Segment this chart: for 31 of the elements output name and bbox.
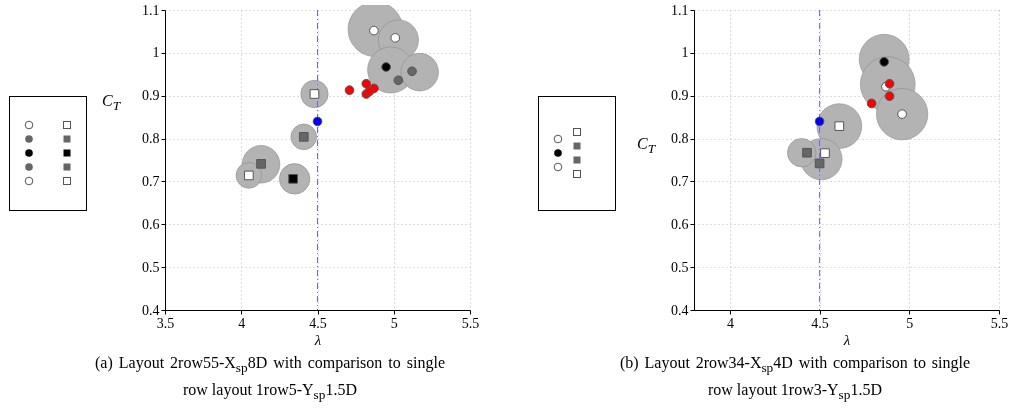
x-tick-label: 4 — [726, 315, 734, 331]
y-tick-label: 0.9 — [671, 88, 689, 104]
text: (a) Layout 2row55-X$_{sp}$8D with comparison to single row layout 1row5-Y$_{sp}$1.5D — [95, 353, 446, 405]
y-tick-label: 0.5 — [671, 259, 689, 275]
y-tick-label: 1 — [152, 45, 160, 61]
y-tick-label: 0.4 — [142, 302, 160, 318]
x-tick-label: 5.5 — [461, 315, 480, 331]
x-tick-label: 5 — [390, 315, 398, 331]
y-axis-title: C$_{T}$ — [102, 92, 121, 115]
y-tick-label: 0.5 — [142, 259, 160, 275]
y-tick-label: 0.8 — [671, 131, 689, 147]
y-tick-label: 0.8 — [142, 131, 160, 147]
y-tick-label: 0.6 — [142, 216, 160, 232]
y-tick-label: 0.9 — [142, 88, 160, 104]
y-tick-label: 1.1 — [671, 2, 689, 18]
y-axis-title: C$_{T}$ — [637, 135, 656, 158]
y-tick-label: 0.4 — [671, 302, 689, 318]
x-tick-label: 4.5 — [309, 315, 327, 331]
x-tick-label: 4.5 — [811, 315, 829, 331]
y-tick-label: 1.1 — [142, 2, 160, 18]
x-tick-label: 5.5 — [990, 315, 1009, 331]
x-tick-label: 5 — [906, 315, 914, 331]
x-tick-label: 4 — [238, 315, 246, 331]
x-axis-title: λ — [313, 331, 322, 348]
y-tick-label: 0.7 — [142, 173, 160, 189]
y-tick-label: 1 — [681, 45, 689, 61]
text: (b) Layout 2row34-X$_{sp}$4D with comparison to single row layout 1row3-Y$_{sp}$1.5D — [620, 353, 970, 405]
x-tick-label: 3.5 — [156, 315, 175, 331]
y-tick-label: 0.7 — [671, 173, 689, 189]
x-axis-title: λ — [842, 331, 851, 348]
y-tick-label: 0.6 — [671, 216, 689, 232]
